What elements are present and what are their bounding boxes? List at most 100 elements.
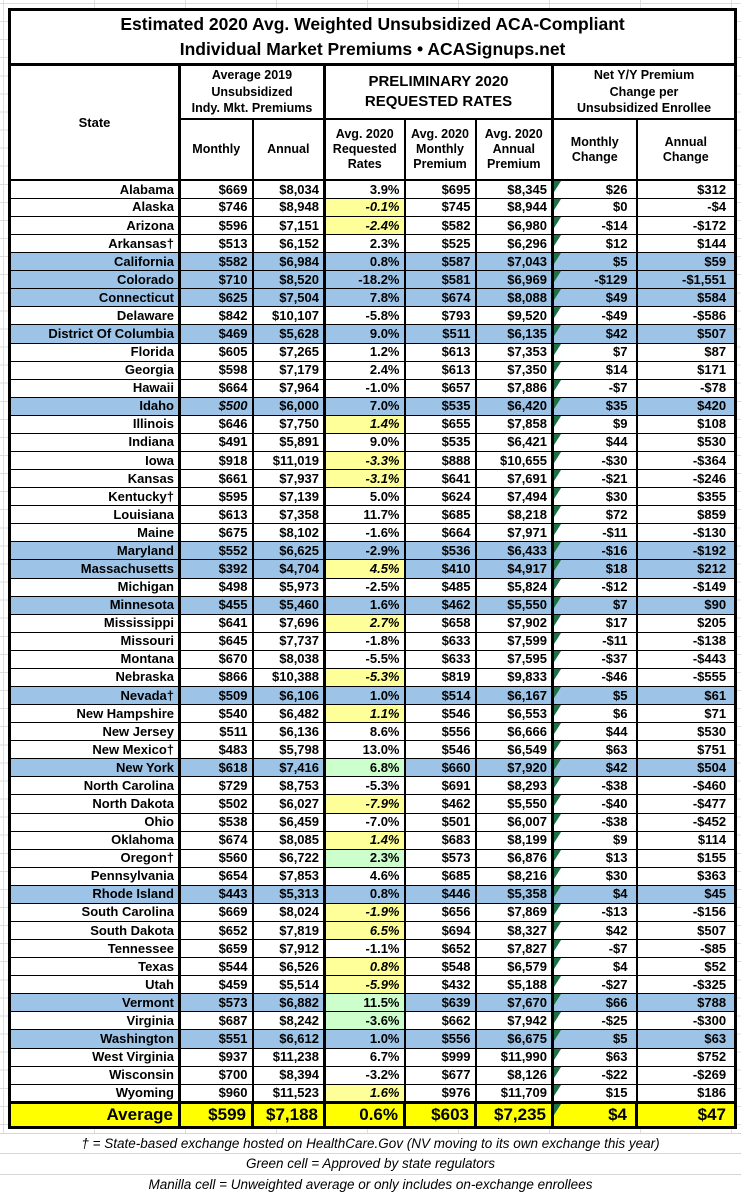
flag-triangle-icon xyxy=(555,723,561,735)
cell-annual-2020: $11,709 xyxy=(474,1083,553,1103)
cell-average-annual-2019: $7,188 xyxy=(251,1101,326,1129)
cell-monthly-change: -$27 xyxy=(551,975,637,995)
cell-annual-2019: $8,085 xyxy=(251,830,325,850)
cell-monthly-2019: $674 xyxy=(178,830,253,850)
cell-requested-rate: 2.3% xyxy=(323,848,405,868)
cell-annual-2020: $6,980 xyxy=(474,215,553,236)
row-new-mexico: New Mexico† $483 $5,798 13.0% $546 $6,549 $63 $… xyxy=(9,740,737,760)
cell-monthly-change: $30 xyxy=(551,866,637,886)
cell-annual-change: $507 xyxy=(635,921,737,941)
cell-monthly-change: -$38 xyxy=(551,776,637,796)
cell-annual-2020: $6,296 xyxy=(474,234,553,254)
cell-monthly-2020: $999 xyxy=(403,1047,476,1067)
cell-annual-2019: $5,313 xyxy=(251,884,325,904)
cell-monthly-change: -$11 xyxy=(551,631,637,651)
cell-annual-2019: $6,027 xyxy=(251,794,325,814)
cell-monthly-change: $42 xyxy=(551,758,637,778)
cell-annual-2020: $7,595 xyxy=(474,649,553,669)
cell-requested-rate: -1.0% xyxy=(323,378,405,398)
flag-triangle-icon xyxy=(555,958,561,970)
row-south-dakota: South Dakota $652 $7,819 6.5% $694 $8,327 $42 $… xyxy=(9,921,737,941)
flag-triangle-icon xyxy=(555,398,561,409)
cell-monthly-2020: $976 xyxy=(403,1083,476,1103)
cell-state: California xyxy=(9,252,180,272)
cell-state: Pennsylvania xyxy=(9,866,180,886)
cell-average-annual-2020: $7,235 xyxy=(474,1101,554,1129)
cell-monthly-change: $30 xyxy=(551,487,637,507)
cell-annual-change: $52 xyxy=(635,957,737,977)
cell-requested-rate: -2.4% xyxy=(323,215,405,236)
cell-state: Minnesota xyxy=(9,595,180,615)
cell-monthly-2019: $443 xyxy=(178,884,253,904)
cell-monthly-2019: $469 xyxy=(178,324,253,344)
cell-monthly-2019: $618 xyxy=(178,758,253,778)
cell-monthly-change: $44 xyxy=(551,432,637,452)
cell-monthly-change: $5 xyxy=(551,1029,637,1049)
cell-monthly-2020: $677 xyxy=(403,1065,476,1085)
cell-monthly-change: -$38 xyxy=(551,812,637,832)
flag-triangle-icon xyxy=(555,253,561,265)
row-arkansas: Arkansas† $513 $6,152 2.3% $525 $6,296 $12 $144 xyxy=(9,234,737,254)
row-virginia: Virginia $687 $8,242 -3.6% $662 $7,942 -$25 -$3… xyxy=(9,1011,737,1031)
cell-annual-change: -$269 xyxy=(635,1065,737,1085)
cell-requested-rate: -0.1% xyxy=(323,197,405,217)
col-header-annual-2019: Annual xyxy=(251,118,325,182)
cell-monthly-2020: $695 xyxy=(403,179,476,199)
cell-monthly-change: -$21 xyxy=(551,469,637,489)
cell-monthly-change: $6 xyxy=(551,704,637,724)
col-header-monthly-change: Monthly Change xyxy=(551,118,637,182)
cell-monthly-2020: $664 xyxy=(403,523,476,543)
cell-monthly-change: -$37 xyxy=(551,649,637,669)
cell-requested-rate: 0.8% xyxy=(323,252,405,272)
flag-triangle-icon xyxy=(555,470,561,482)
cell-monthly-2020: $655 xyxy=(403,414,476,434)
cell-monthly-2019: $710 xyxy=(178,270,253,290)
cell-monthly-change: -$16 xyxy=(551,541,637,561)
cell-annual-2019: $5,891 xyxy=(251,432,325,452)
cell-requested-rate: -7.0% xyxy=(323,812,405,832)
cell-annual-2019: $7,964 xyxy=(251,378,325,398)
cell-monthly-2019: $654 xyxy=(178,866,253,886)
cell-annual-2020: $7,942 xyxy=(474,1011,553,1031)
cell-monthly-2020: $691 xyxy=(403,776,476,796)
cell-requested-rate: -2.5% xyxy=(323,577,405,597)
cell-requested-rate: -5.3% xyxy=(323,776,405,796)
cell-annual-2020: $5,550 xyxy=(474,595,553,615)
row-vermont: Vermont $573 $6,882 11.5% $639 $7,670 $66 $788 xyxy=(9,993,737,1013)
cell-state: Wyoming xyxy=(9,1083,180,1103)
cell-annual-2019: $5,973 xyxy=(251,577,325,597)
cell-monthly-change: $14 xyxy=(551,360,637,380)
flag-triangle-icon xyxy=(555,1067,561,1078)
cell-requested-rate: -7.9% xyxy=(323,794,405,814)
cell-monthly-2019: $540 xyxy=(178,704,253,724)
cell-monthly-2020: $633 xyxy=(403,631,476,651)
cell-annual-change: -$85 xyxy=(635,939,737,959)
cell-annual-2020: $8,088 xyxy=(474,288,553,308)
cell-monthly-change: $44 xyxy=(551,722,637,742)
col-header-monthly-2019: Monthly xyxy=(178,118,253,182)
cell-annual-2019: $6,526 xyxy=(251,957,325,977)
cell-annual-2019: $11,523 xyxy=(251,1083,325,1103)
flag-triangle-icon xyxy=(555,651,561,662)
table-title-line2: Individual Market Premiums • ACASignups.… xyxy=(179,38,566,59)
cell-monthly-2019: $659 xyxy=(178,939,253,959)
cell-annual-2019: $10,107 xyxy=(251,306,325,326)
cell-monthly-change: -$7 xyxy=(551,378,637,398)
flag-triangle-icon xyxy=(555,850,561,861)
cell-annual-2019: $8,038 xyxy=(251,649,325,669)
cell-monthly-2020: $582 xyxy=(403,215,476,236)
cell-state: New York xyxy=(9,758,180,778)
cell-state: Alaska xyxy=(9,197,180,217)
cell-monthly-2019: $513 xyxy=(178,234,253,254)
cell-annual-change: -$156 xyxy=(635,902,737,923)
row-maine: Maine $675 $8,102 -1.6% $664 $7,971 -$11 -$130 xyxy=(9,523,737,543)
cell-annual-2020: $11,990 xyxy=(474,1047,553,1067)
cell-annual-change: $63 xyxy=(635,1029,737,1049)
table-title: Estimated 2020 Avg. Weighted Unsubsidize… xyxy=(8,9,737,66)
flag-triangle-icon xyxy=(555,199,561,210)
cell-annual-2019: $8,102 xyxy=(251,523,325,543)
cell-annual-2020: $6,420 xyxy=(474,396,553,416)
row-illinois: Illinois $646 $7,750 1.4% $655 $7,858 $9 $108 xyxy=(9,414,737,434)
cell-requested-rate: 6.5% xyxy=(323,921,405,941)
cell-monthly-2020: $501 xyxy=(403,812,476,832)
